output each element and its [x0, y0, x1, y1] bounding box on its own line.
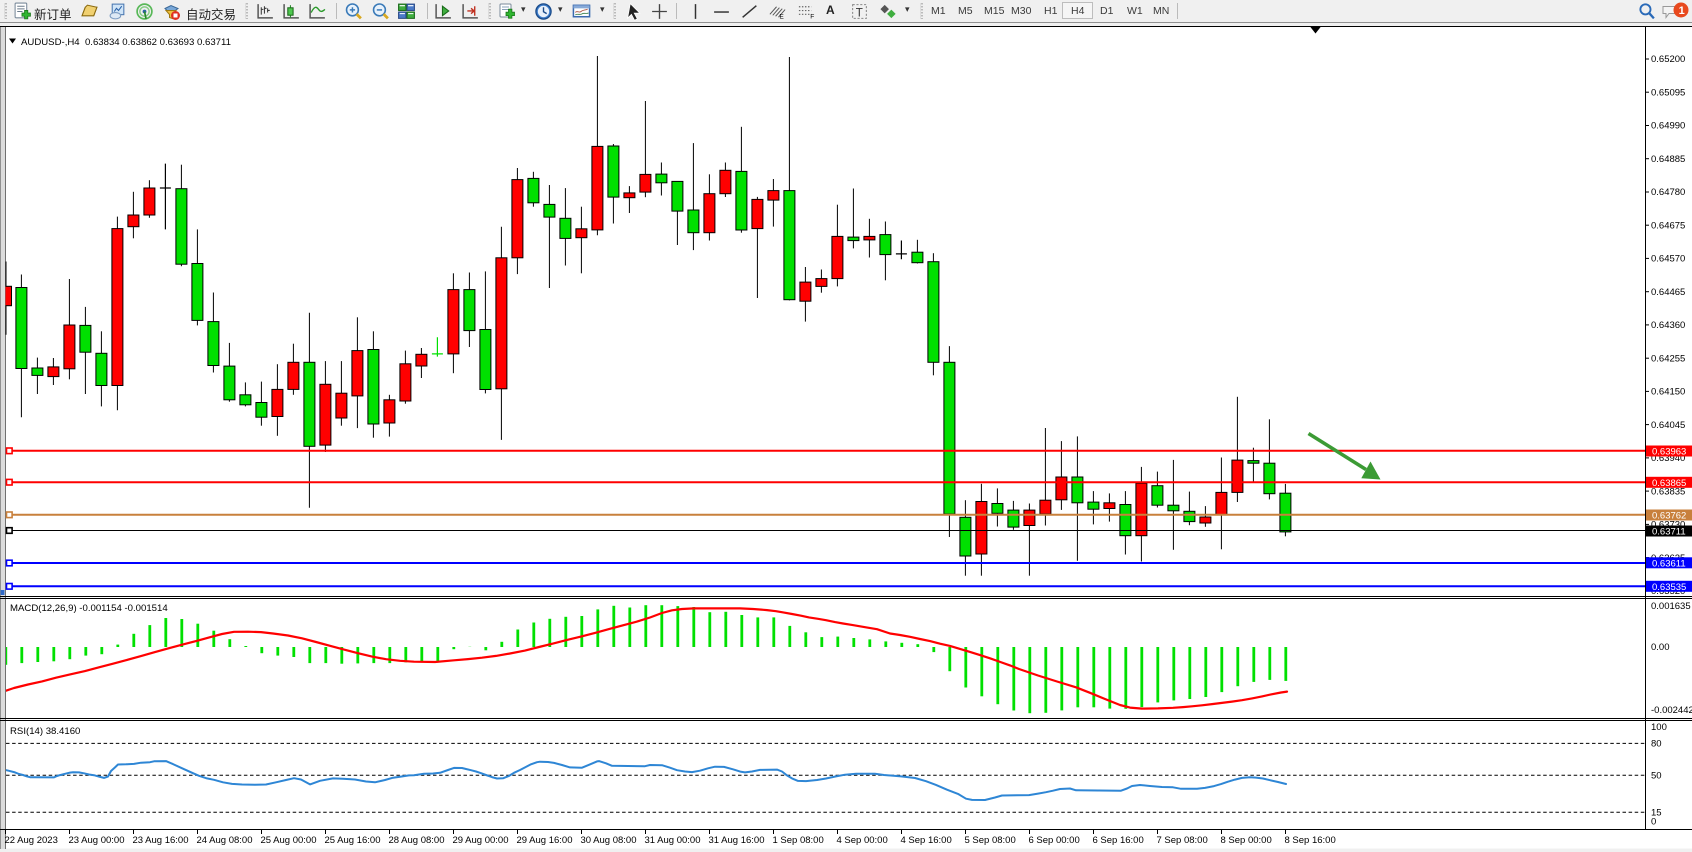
svg-text:T: T	[856, 6, 863, 19]
svg-text:0.65095: 0.65095	[1651, 87, 1685, 98]
svg-text:24 Aug 08:00: 24 Aug 08:00	[197, 835, 253, 846]
svg-text:1 Sep 08:00: 1 Sep 08:00	[773, 835, 824, 846]
svg-text:7 Sep 08:00: 7 Sep 08:00	[1157, 835, 1208, 846]
svg-text:0.64780: 0.64780	[1651, 187, 1685, 198]
svg-text:0: 0	[1651, 817, 1656, 828]
svg-text:4 Sep 00:00: 4 Sep 00:00	[837, 835, 888, 846]
svg-text:0.001635: 0.001635	[1651, 601, 1691, 612]
svg-text:RSI(14) 38.4160: RSI(14) 38.4160	[10, 726, 80, 737]
svg-text:31 Aug 16:00: 31 Aug 16:00	[709, 835, 765, 846]
svg-text:0.63940: 0.63940	[1651, 453, 1685, 464]
svg-text:6 Sep 00:00: 6 Sep 00:00	[1029, 835, 1080, 846]
svg-text:0.64045: 0.64045	[1651, 420, 1685, 431]
svg-text:0.65200: 0.65200	[1651, 54, 1685, 65]
svg-text:80: 80	[1651, 739, 1662, 750]
svg-text:28 Aug 08:00: 28 Aug 08:00	[389, 835, 445, 846]
svg-text:0.00: 0.00	[1651, 642, 1670, 653]
svg-text:0.63730: 0.63730	[1651, 520, 1685, 531]
svg-text:29 Aug 16:00: 29 Aug 16:00	[517, 835, 573, 846]
svg-text:0.63963: 0.63963	[1652, 447, 1686, 458]
svg-text:4 Sep 16:00: 4 Sep 16:00	[901, 835, 952, 846]
svg-text:0.64255: 0.64255	[1651, 353, 1685, 364]
svg-text:5 Sep 08:00: 5 Sep 08:00	[965, 835, 1016, 846]
svg-text:0.64885: 0.64885	[1651, 154, 1685, 165]
svg-text:15: 15	[1651, 808, 1662, 819]
svg-text:100: 100	[1651, 722, 1667, 733]
svg-text:6 Sep 16:00: 6 Sep 16:00	[1093, 835, 1144, 846]
svg-text:E: E	[779, 14, 784, 21]
svg-text:MACD(12,26,9) -0.001154 -0.001: MACD(12,26,9) -0.001154 -0.001514	[10, 603, 168, 614]
svg-text:1: 1	[1679, 5, 1685, 17]
svg-text:31 Aug 00:00: 31 Aug 00:00	[645, 835, 701, 846]
svg-text:0.63762: 0.63762	[1652, 511, 1686, 522]
svg-text:25 Aug 00:00: 25 Aug 00:00	[261, 835, 317, 846]
svg-text:0.64360: 0.64360	[1651, 320, 1685, 331]
svg-text:0.63711: 0.63711	[1652, 527, 1686, 538]
svg-text:0.64675: 0.64675	[1651, 220, 1685, 231]
svg-text:0.63835: 0.63835	[1651, 486, 1685, 497]
svg-text:0.64465: 0.64465	[1651, 287, 1685, 298]
svg-text:0.64990: 0.64990	[1651, 121, 1685, 132]
svg-text:30 Aug 08:00: 30 Aug 08:00	[581, 835, 637, 846]
svg-text:23 Aug 16:00: 23 Aug 16:00	[133, 835, 189, 846]
svg-text:0.64150: 0.64150	[1651, 387, 1685, 398]
svg-text:0.63865: 0.63865	[1652, 478, 1686, 489]
svg-text:-0.002442: -0.002442	[1651, 705, 1692, 716]
svg-text:0.63611: 0.63611	[1652, 558, 1686, 569]
svg-text:29 Aug 00:00: 29 Aug 00:00	[453, 835, 509, 846]
svg-text:8 Sep 16:00: 8 Sep 16:00	[1285, 835, 1336, 846]
svg-text:AUDUSD-,H4 0.63834 0.63862 0.: AUDUSD-,H4 0.63834 0.63862 0.63693 0.637…	[21, 37, 231, 48]
svg-text:23 Aug 00:00: 23 Aug 00:00	[69, 835, 125, 846]
svg-text:50: 50	[1651, 771, 1662, 782]
svg-text:22 Aug 2023: 22 Aug 2023	[5, 835, 58, 846]
svg-text:F: F	[810, 14, 814, 21]
svg-text:0.64570: 0.64570	[1651, 254, 1685, 265]
svg-text:8 Sep 00:00: 8 Sep 00:00	[1221, 835, 1272, 846]
svg-text:0.63535: 0.63535	[1652, 582, 1686, 593]
svg-text:25 Aug 16:00: 25 Aug 16:00	[325, 835, 381, 846]
